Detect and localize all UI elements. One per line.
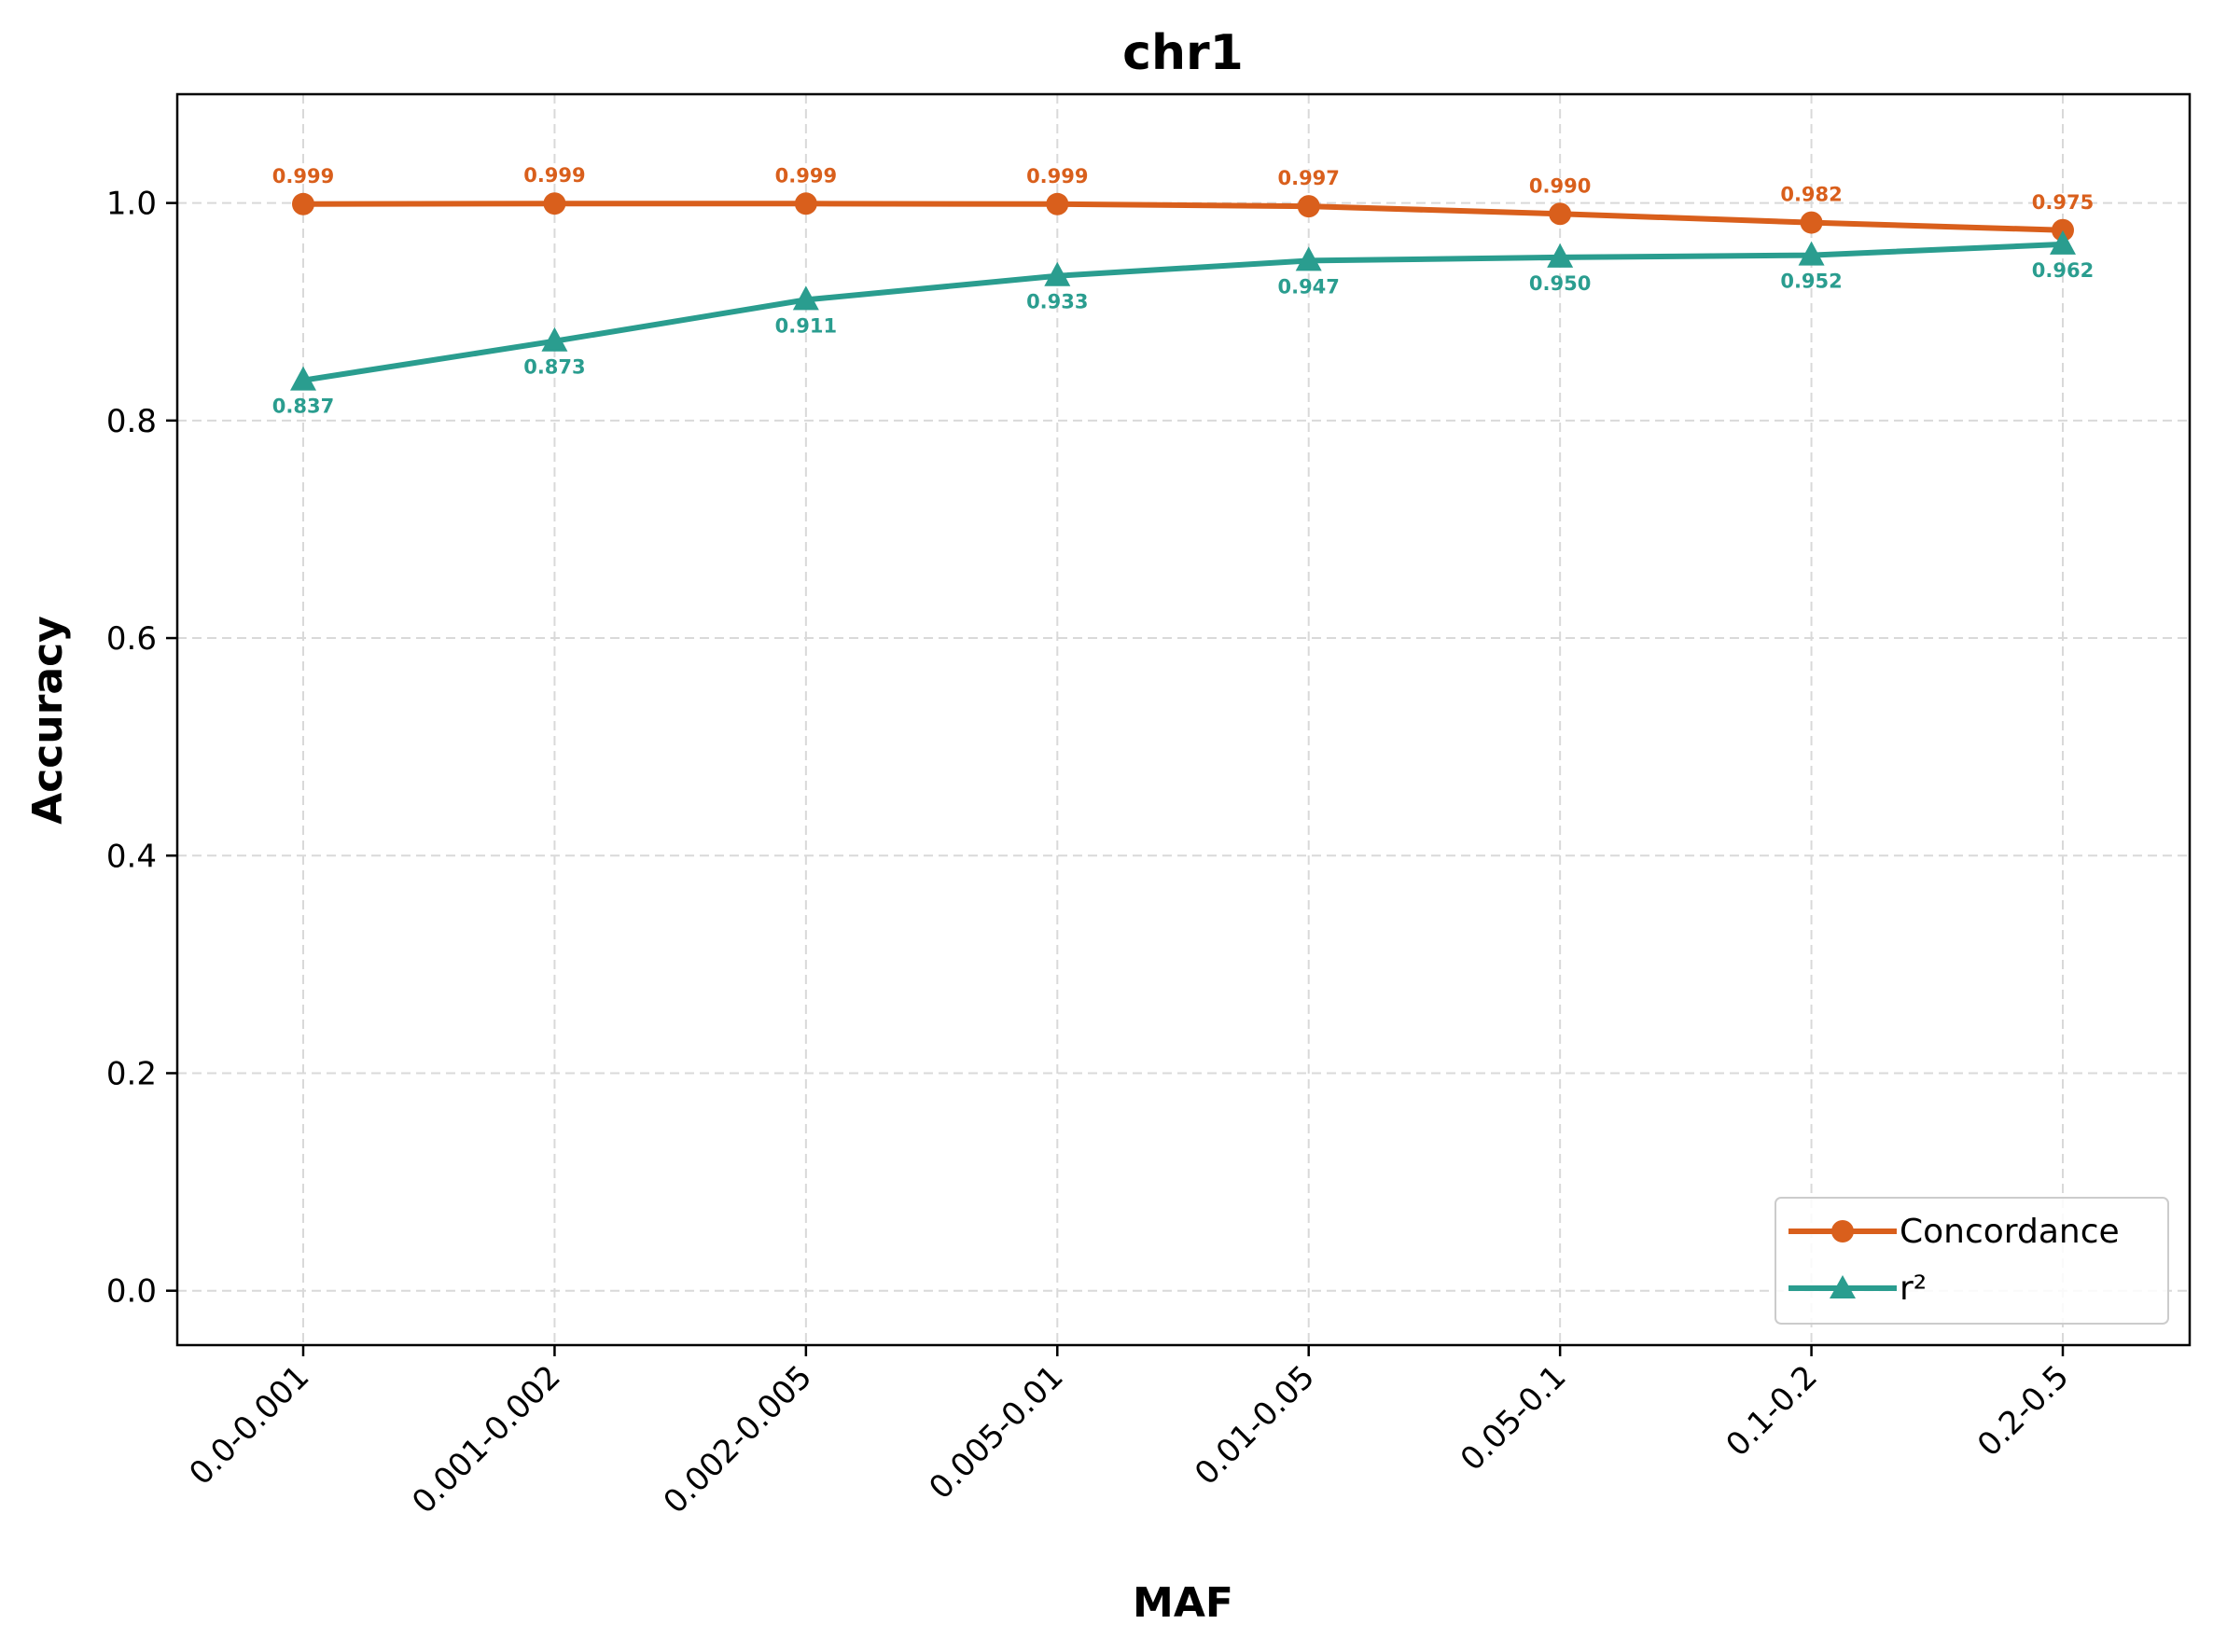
r2-data-label: 0.952 [1780,271,1842,293]
x-axis-label: MAF [1133,1579,1233,1627]
y-axis-label: Accuracy [24,616,72,825]
r2-data-label: 0.950 [1529,272,1591,295]
r2-point [541,326,568,352]
r2-point [2050,229,2076,255]
r2-point [1044,261,1071,286]
concordance-point [1297,195,1320,218]
concordance-point [543,192,566,215]
concordance-point [794,192,817,215]
concordance-data-label: 0.975 [2032,191,2094,214]
r2-data-label: 0.962 [2032,259,2094,282]
concordance-point [1046,192,1069,215]
r2-point [1295,246,1322,271]
y-tick-label: 0.8 [106,403,157,440]
y-tick-label: 0.4 [106,838,157,875]
y-tick-label: 0.0 [106,1273,157,1311]
r2-data-label: 0.837 [272,396,334,418]
r2-point [792,285,819,311]
r2-line [302,241,2064,383]
concordance-data-label: 0.999 [523,164,585,187]
legend-concordance-marker [1831,1220,1854,1242]
plot-frame [175,92,2192,1347]
concordance-point [292,192,314,215]
concordance-data-label: 0.999 [775,164,837,187]
legend: Concordance r² [1775,1197,2169,1325]
chart-title: chr1 [1122,25,1244,81]
concordance-point [1549,202,1572,226]
concordance-data-label: 0.997 [1277,167,1339,189]
concordance-data-label: 0.982 [1780,184,1842,206]
r2-data-label: 0.933 [1026,291,1088,313]
r2-point [1547,243,1574,268]
legend-r2-marker [1830,1275,1856,1298]
r2-point [1798,241,1825,266]
legend-concordance-label: Concordance [1900,1213,2120,1251]
r2-data-label: 0.911 [775,314,837,337]
legend-r2-label: r² [1900,1270,1927,1308]
r2-data-label: 0.873 [523,356,585,379]
r2-point [290,366,316,391]
concordance-point [2052,218,2074,242]
series-layer: 0.999 0.999 0.999 0.999 0.997 0.990 0.982 0.975… [272,164,2094,417]
concordance-data-label: 0.999 [272,165,334,187]
y-tick-label: 0.6 [106,620,157,658]
r2-data-label: 0.947 [1277,275,1339,298]
concordance-line [302,201,2064,233]
concordance-data-label: 0.990 [1529,174,1591,197]
concordance-point [1800,211,1823,234]
y-tick-label: 1.0 [106,186,157,223]
concordance-data-label: 0.999 [1026,165,1088,187]
y-tick-label: 0.2 [106,1055,157,1092]
